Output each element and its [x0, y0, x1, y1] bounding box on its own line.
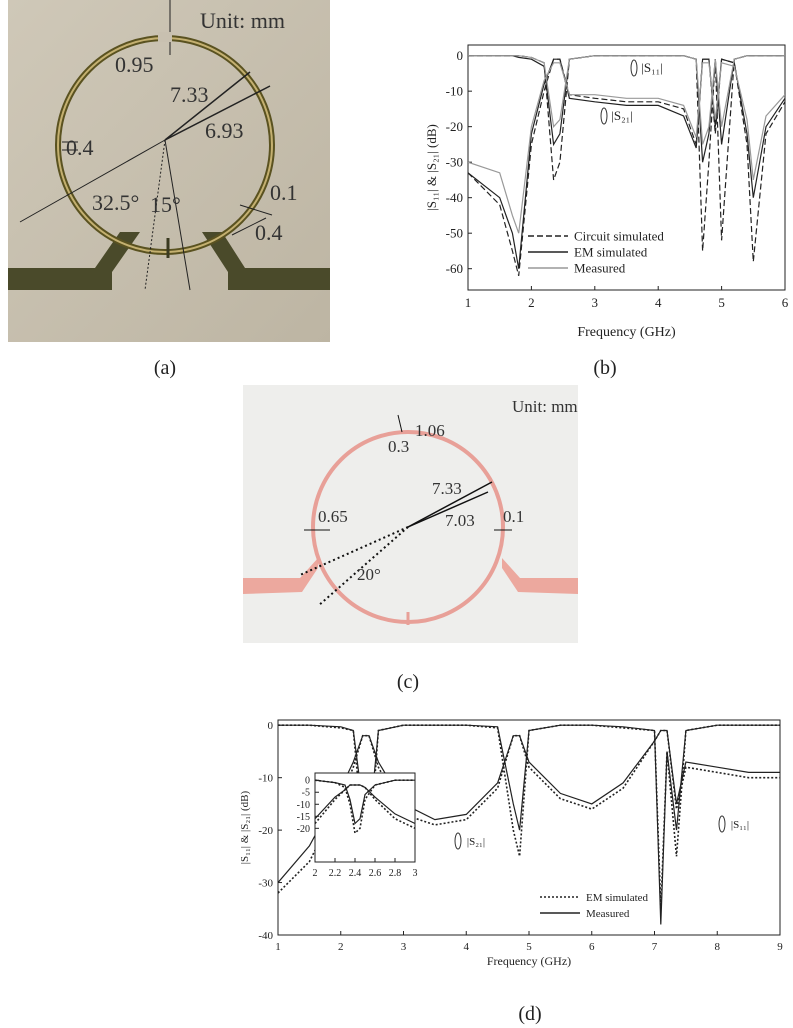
x-axis-label: Frequency (GHz)	[577, 325, 676, 340]
y-tick-label: -20	[258, 825, 273, 837]
caption: (b)	[593, 357, 616, 379]
x-tick-label: 4	[655, 295, 662, 310]
y-tick-label: 0	[268, 720, 274, 732]
y-tick-label: -10	[446, 84, 463, 99]
annotation-marker	[630, 59, 638, 77]
dim-label: Unit: mm	[512, 397, 578, 416]
legend-label: Circuit simulated	[574, 229, 664, 244]
dim-label: 0.1	[503, 507, 524, 526]
y-tick-label: -5	[302, 788, 310, 799]
inset-chart: 0-5-10-15-20 2 2.2 2.4 2.6 2.8 3	[297, 772, 418, 879]
x-tick-label: 8	[715, 941, 721, 953]
x-tick-label: 2.6	[369, 868, 382, 879]
y-axis-label: |S₁₁| & |S₂₁| (dB)	[424, 124, 439, 211]
x-tick-label: 2	[338, 941, 344, 953]
x-tick-label: 3	[413, 868, 418, 879]
y-tick-label: 0	[305, 776, 310, 787]
dim-label: 32.5°	[92, 190, 139, 215]
curve	[468, 58, 785, 276]
dim-label: 7.33	[432, 479, 462, 498]
annotation: |S₂₁|	[467, 836, 485, 848]
y-tick-label: -20	[446, 119, 463, 134]
annotation-marker	[718, 815, 726, 833]
x-tick-label: 2	[528, 295, 535, 310]
x-tick-label: 2.2	[329, 868, 342, 879]
y-tick-label: -40	[258, 930, 273, 942]
y-tick-label: -10	[258, 773, 273, 785]
y-axis-label: |S₁₁| & |S₂₁| (dB)	[239, 790, 251, 864]
annotation: |S₂₁|	[611, 108, 633, 123]
curve	[315, 784, 415, 830]
dim-label: 0.95	[115, 52, 154, 77]
dim-label: 0.65	[318, 507, 348, 526]
legend-label: EM simulated	[574, 245, 648, 260]
x-tick-label: 6	[782, 295, 789, 310]
dim-label: 7.33	[170, 82, 209, 107]
caption: (a)	[154, 357, 176, 379]
y-tick-label: 0	[457, 48, 464, 63]
plot-area	[314, 772, 416, 863]
annotation-marker	[600, 107, 608, 125]
dim-label: 6.93	[205, 118, 244, 143]
dim-label: 0.4	[255, 220, 283, 245]
curve	[315, 779, 415, 825]
curves	[315, 779, 415, 835]
dim-label: Unit: mm	[200, 8, 285, 33]
dim-label: 20°	[357, 565, 381, 584]
dim-label: 0.4	[66, 135, 94, 160]
curves	[468, 55, 785, 276]
curve	[278, 729, 780, 883]
x-tick-label: 7	[652, 941, 658, 953]
curve	[315, 784, 415, 825]
caption: (c)	[397, 671, 419, 693]
photo-a: Unit: mm 0.95 7.33 6.93 0.4 32.5° 15° 0.…	[8, 0, 330, 342]
legend-label: EM simulated	[586, 892, 649, 904]
curve	[278, 724, 780, 909]
y-tick-label: -15	[297, 812, 310, 823]
x-axis-label: Frequency (GHz)	[487, 954, 571, 968]
annotation-marker	[454, 832, 462, 850]
x-tick-label: 4	[464, 941, 470, 953]
annotation: |S₁₁|	[641, 60, 663, 75]
y-tick-label: -20	[297, 824, 310, 835]
dim-label: 0.1	[270, 180, 298, 205]
dim-label: 0.3	[388, 437, 409, 456]
curve	[315, 779, 415, 835]
dim-label: 7.03	[445, 511, 475, 530]
photo-c: Unit: mm 1.06 0.3 7.33 7.03 0.65 0.1 20°	[243, 385, 578, 643]
annotation: |S₁₁|	[731, 819, 749, 831]
dim-label: 15°	[150, 192, 181, 217]
y-tick-label: -30	[446, 155, 463, 170]
y-tick-label: -10	[297, 800, 310, 811]
x-tick-label: 1	[465, 295, 472, 310]
x-tick-label: 9	[777, 941, 783, 953]
y-tick-label: -30	[258, 877, 273, 889]
curve	[468, 62, 785, 234]
curve	[468, 55, 785, 145]
x-tick-label: 3	[592, 295, 599, 310]
legend-label: Measured	[574, 261, 626, 276]
y-tick-label: -50	[446, 226, 463, 241]
y-tick-label: -40	[446, 190, 463, 205]
x-tick-label: 5	[526, 941, 532, 953]
dim-label: 1.06	[415, 421, 445, 440]
x-tick-label: 2.8	[389, 868, 402, 879]
x-tick-label: 2	[313, 868, 318, 879]
chart: 0 -10 -20 -30 -40 -50 -60 1 2 3 4 5 6 Frequency (GHz)…	[424, 44, 789, 340]
x-tick-label: 5	[718, 295, 725, 310]
legend-label: Measured	[586, 908, 630, 920]
x-tick-label: 3	[401, 941, 407, 953]
caption: (d)	[518, 1003, 541, 1025]
x-tick-label: 2.4	[349, 868, 362, 879]
y-tick-label: -60	[446, 261, 463, 276]
x-tick-label: 6	[589, 941, 595, 953]
x-tick-label: 1	[275, 941, 281, 953]
